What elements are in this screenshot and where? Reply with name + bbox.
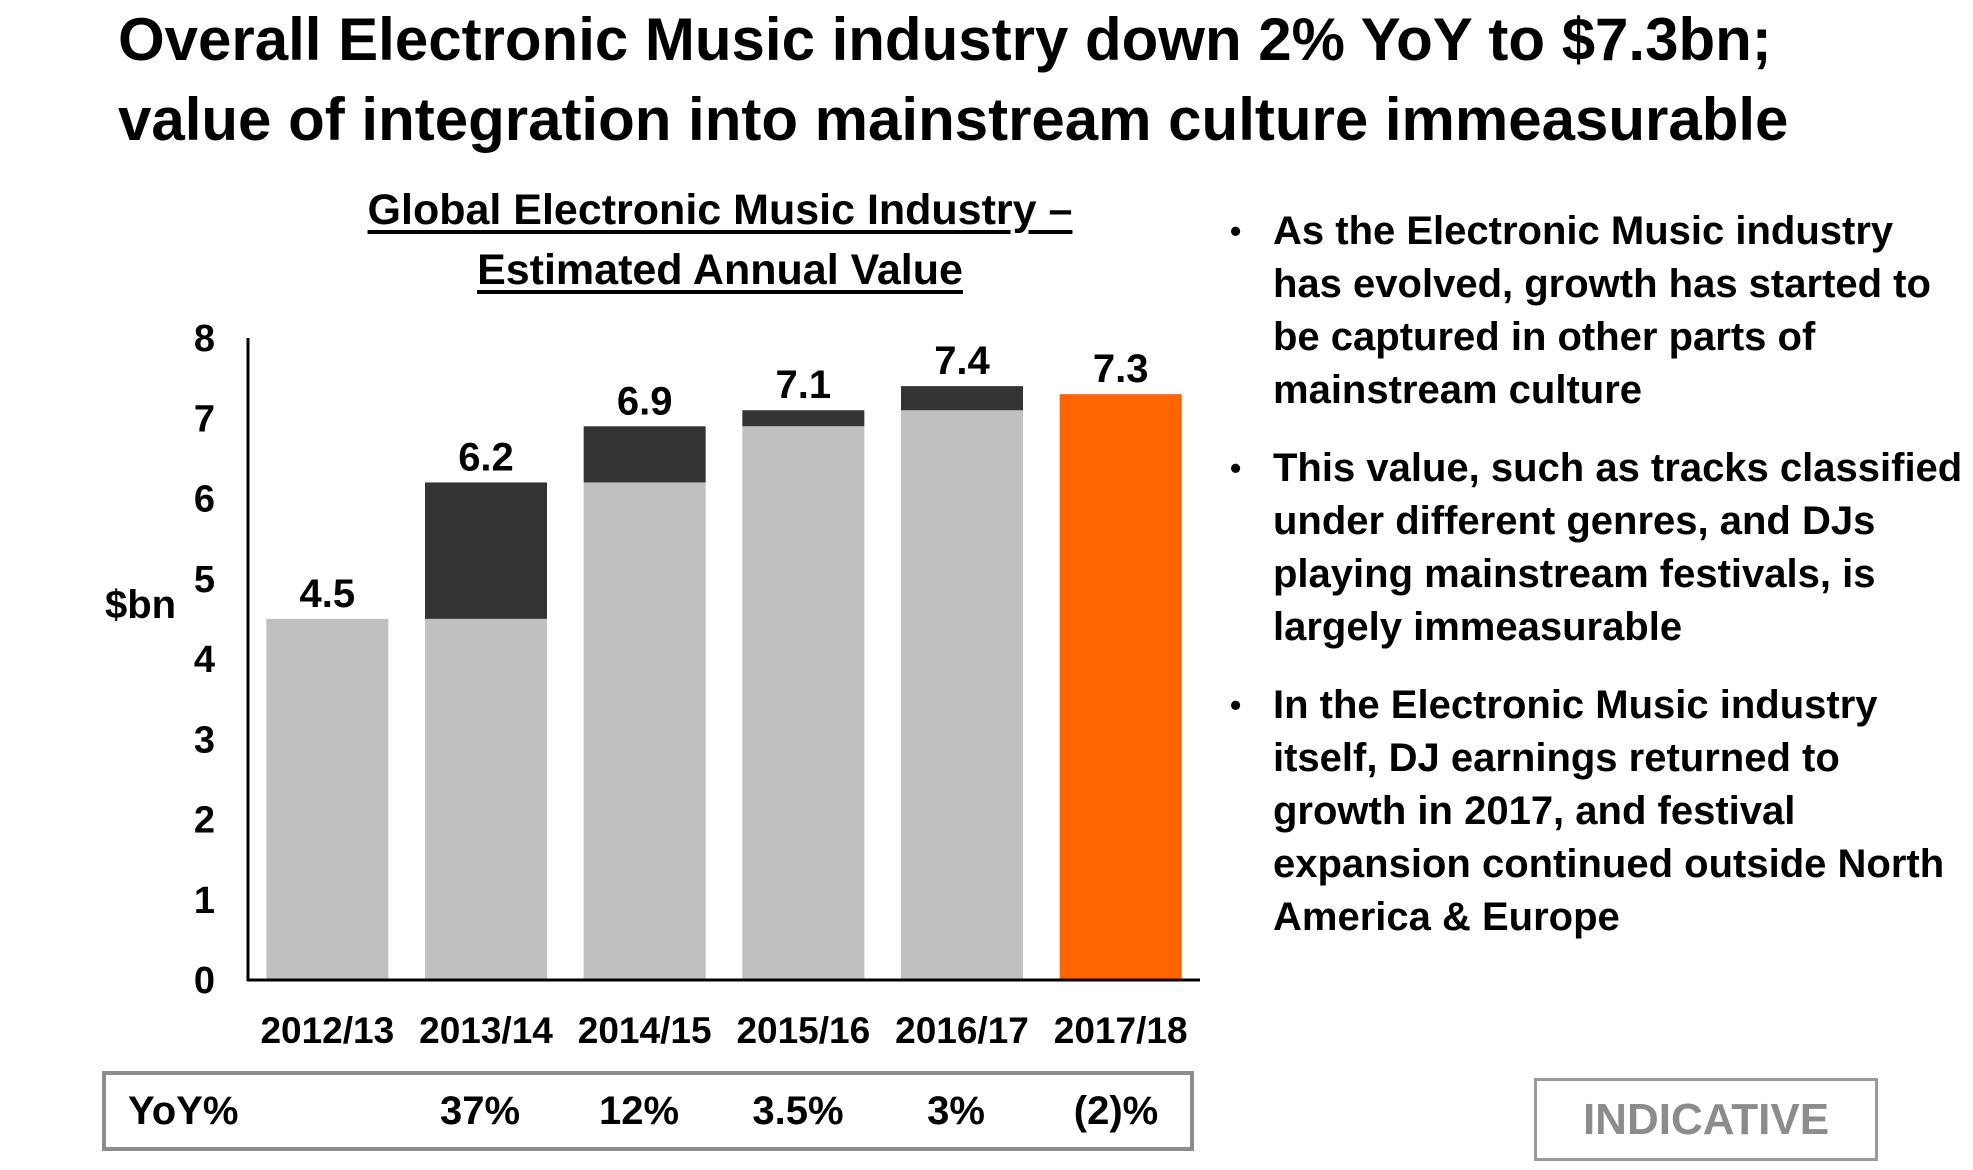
y-tick-label: 2 — [194, 800, 215, 842]
y-tick-label: 8 — [194, 318, 215, 360]
axes-group — [246, 338, 1200, 982]
chart-title: Global Electronic Music Industry – Estim… — [250, 180, 1190, 300]
bullet-marker: • — [1230, 687, 1242, 723]
yoy-value-2016-17: 3% — [927, 1089, 985, 1133]
bar-2014-15-series-1 — [583, 426, 706, 483]
commentary-bullets: • As the Electronic Music industry has e… — [1230, 205, 1970, 969]
y-tick-label: 5 — [194, 559, 215, 601]
data-label: 4.5 — [300, 572, 356, 616]
page-title: Overall Electronic Music industry down 2… — [118, 0, 1968, 160]
data-label: 7.1 — [776, 363, 832, 407]
data-label: 6.2 — [458, 435, 514, 479]
bullet-marker: • — [1230, 213, 1242, 249]
bar-2012-13-series-0 — [266, 618, 389, 980]
x-tick-label: 2016/17 — [895, 1010, 1029, 1051]
y-tick-label: 1 — [194, 880, 215, 922]
y-axis-label: $bn — [105, 583, 176, 627]
yoy-value-2017-18: (2)% — [1073, 1089, 1159, 1133]
yoy-label: YoY% — [128, 1089, 239, 1133]
bar-2013-14-series-0 — [425, 618, 547, 980]
indicative-stamp: INDICATIVE — [1534, 1078, 1878, 1161]
yoy-value-2015-16: 3.5% — [752, 1089, 844, 1133]
x-tick-label: 2013/14 — [419, 1010, 553, 1051]
y-tick-label: 3 — [194, 719, 215, 761]
bar-2016-17-series-1 — [901, 386, 1023, 411]
y-tick-label: 4 — [194, 639, 215, 681]
data-label: 7.3 — [1093, 347, 1149, 391]
chart-title-line-2: Estimated Annual Value — [477, 246, 963, 294]
bullet-item: • As the Electronic Music industry has e… — [1230, 205, 1970, 417]
bar-2013-14-series-1 — [425, 482, 547, 619]
bar-2016-17-series-0 — [901, 410, 1023, 981]
bar-2015-16-series-1 — [742, 410, 865, 427]
bar-2014-15-series-0 — [583, 482, 706, 980]
page-title-line-1: Overall Electronic Music industry down 2… — [118, 6, 1772, 73]
bullet-item: • In the Electronic Music industry itsel… — [1230, 679, 1970, 944]
y-tick-label: 6 — [194, 479, 215, 521]
y-tick-label: 7 — [194, 398, 215, 440]
bullet-item: • This value, such as tracks classified … — [1230, 442, 1970, 654]
y-tick-label: 0 — [194, 960, 215, 1002]
x-tick-label: 2015/16 — [736, 1010, 870, 1051]
page-title-line-2: value of integration into mainstream cul… — [118, 86, 1789, 153]
bullet-text: As the Electronic Music industry has evo… — [1273, 209, 1931, 412]
bars-group — [266, 386, 1182, 981]
bar-2015-16-series-0 — [742, 426, 865, 980]
yoy-value-2013-14: 37% — [439, 1089, 521, 1133]
data-label: 7.4 — [934, 339, 990, 383]
data-label: 6.9 — [617, 379, 673, 423]
labels-group: 0 1 2 3 4 5 6 7 8 $bn 2012/13 4.5 2013/14 6.2 2014/15 6… — [105, 318, 1188, 1051]
x-tick-label: 2014/15 — [578, 1010, 712, 1051]
bullet-text: This value, such as tracks classified un… — [1273, 446, 1963, 649]
chart-title-line-1: Global Electronic Music Industry – — [367, 186, 1073, 234]
bullet-marker: • — [1230, 450, 1242, 486]
bullet-text: In the Electronic Music industry itself,… — [1273, 683, 1945, 939]
yoy-table: YoY% 37% 12% 3.5% 3% (2)% — [102, 1071, 1194, 1151]
x-tick-label: 2012/13 — [260, 1010, 394, 1051]
x-tick-label: 2017/18 — [1054, 1010, 1188, 1051]
yoy-value-2014-15: 12% — [598, 1089, 680, 1133]
bar-2017-18-series-2 — [1059, 394, 1182, 980]
